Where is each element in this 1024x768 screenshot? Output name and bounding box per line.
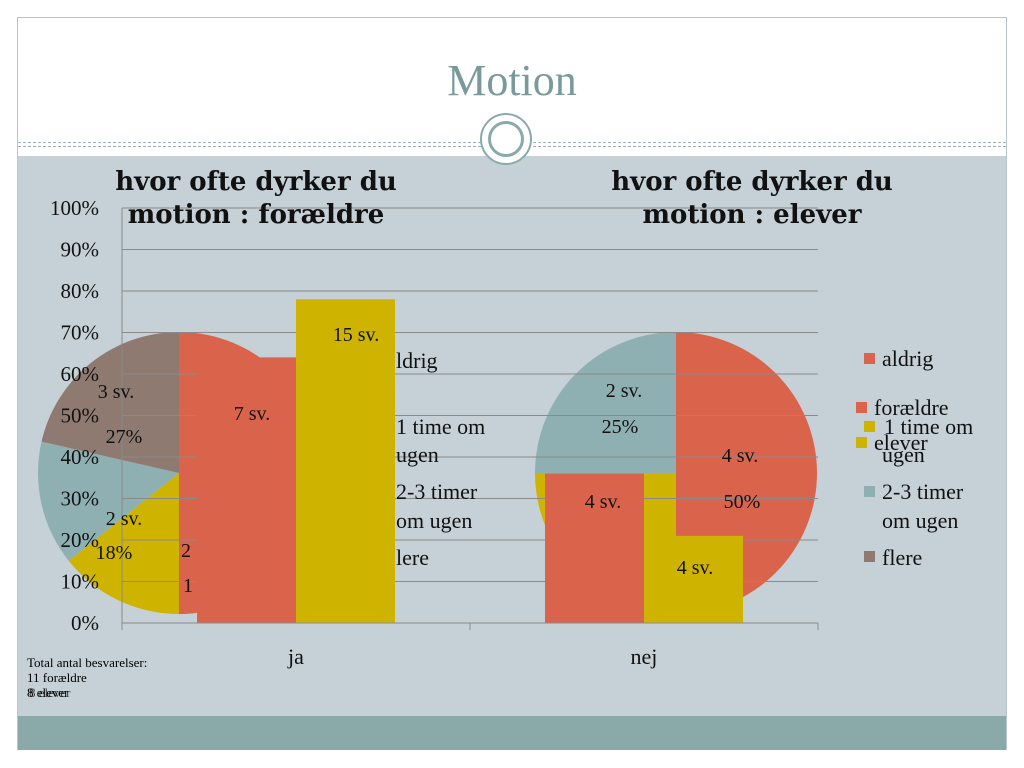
pie2-label-aldrig-count: 4 sv. [722, 445, 758, 467]
y-tick-label: 40% [61, 445, 100, 469]
bar-label-ja-elever: 15 sv. [333, 324, 379, 346]
bar-label-ja-foraeldre: 7 sv. [234, 403, 270, 425]
note-line-students: 8 elever 8 elever [27, 685, 71, 700]
response-count-note: Total antal besvarelser: 11 forældre 8 e… [27, 655, 147, 700]
bar-nej-0 [545, 473, 644, 623]
pie1-legend-23: 2-3 timer [396, 479, 478, 504]
pie2-legend: aldrig 1 time om ugen 2-3 timer om ugen … [864, 346, 973, 570]
pie2-label-23-count: 2 sv. [606, 380, 642, 402]
pie2-title-line1: hvor ofte dyrker du [611, 167, 893, 197]
pie1-legend-1time: 1 time om [396, 414, 485, 439]
pie1-legend-ugen: ugen [396, 442, 439, 467]
pie1-title-line2: motion : forældre [128, 200, 385, 230]
y-tick-label: 100% [50, 196, 99, 220]
pie1-legend-aldrig: ldrig [396, 348, 438, 373]
legend-swatch-23 [864, 486, 875, 497]
pie1-slice-2 [38, 441, 179, 561]
bar-legend-swatch-foraeldre [856, 402, 867, 413]
pie2-label-aldrig-pct: 50% [724, 491, 761, 513]
note-line-parents: 11 forældre [27, 670, 87, 685]
y-tick-label: 10% [61, 570, 100, 594]
pie1-slice-3 [41, 332, 180, 473]
x-tick-label-nej: nej [631, 644, 658, 669]
pie1-slice-1 [68, 473, 179, 614]
pie1-label-1t-count: 2 [181, 540, 191, 562]
pie1-label-23-pct: 18% [96, 542, 133, 564]
pie1-legend: ldrig 1 time om ugen 2-3 timer om ugen l… [396, 348, 485, 570]
note-line-students-overlap: 8 elever [29, 685, 71, 700]
pie1-title-line1: hvor ofte dyrker du [115, 167, 397, 197]
bar-legend-swatch-elever [856, 437, 867, 448]
bar-legend-label-foraeldre: forældre [874, 395, 949, 420]
y-tick-label: 50% [61, 404, 100, 428]
bar-label-nej-foraeldre: 4 sv. [585, 491, 621, 513]
legend-swatch-flere [864, 551, 875, 562]
pie1-legend-omugen: om ugen [396, 508, 472, 533]
legend-label-flere: flere [882, 545, 922, 570]
pie2-slice-2 [535, 332, 676, 473]
footer-band [18, 716, 1006, 750]
y-tick-label: 60% [61, 362, 100, 386]
bar-ja-1 [296, 299, 395, 623]
y-tick-label: 70% [61, 321, 100, 345]
y-tick-label: 30% [61, 487, 100, 511]
slide-title: Motion [447, 56, 577, 105]
circle-ornament-icon [480, 113, 532, 165]
bar-ja-0 [197, 357, 296, 623]
bar-legend: forældre elever [856, 395, 949, 455]
legend-label-aldrig: aldrig [882, 346, 933, 371]
pie2-title-line2: motion : elever [643, 200, 862, 230]
bar-label-nej-elever: 4 sv. [677, 557, 713, 579]
legend-label-23: 2-3 timer [882, 479, 964, 504]
note-line-total: Total antal besvarelser: [27, 655, 148, 670]
bar-nej-1 [644, 535, 743, 623]
pie2-label-23-pct: 25% [602, 416, 639, 438]
legend-label-ugen: ugen [882, 442, 925, 467]
bar-chart-y-tick-labels: 0% 10% 20% 30% 40% 50% 60% 70% 80% 90% 100% [50, 196, 99, 635]
legend-label-omugen: om ugen [882, 508, 958, 533]
pie1-label-1t-pct: 1 [183, 575, 193, 597]
legend-swatch-1time [864, 421, 875, 432]
pie1-label-flere-pct: 27% [106, 426, 143, 448]
pie1-legend-flere: lere [396, 545, 429, 570]
bar-chart-x-axis [121, 208, 819, 630]
y-tick-label: 90% [61, 238, 100, 262]
y-tick-label: 80% [61, 279, 100, 303]
pie1-label-23-count: 2 sv. [106, 508, 142, 530]
bar-legend-label-elever: elever [874, 430, 928, 455]
y-tick-label: 20% [61, 528, 100, 552]
y-tick-label: 0% [71, 611, 99, 635]
legend-label-1time: 1 time om [884, 414, 973, 439]
x-tick-label-ja: ja [287, 644, 304, 669]
pie1-label-flere-count: 3 sv. [98, 381, 134, 403]
legend-swatch-aldrig [864, 353, 875, 364]
bar-chart-bars [197, 299, 743, 623]
